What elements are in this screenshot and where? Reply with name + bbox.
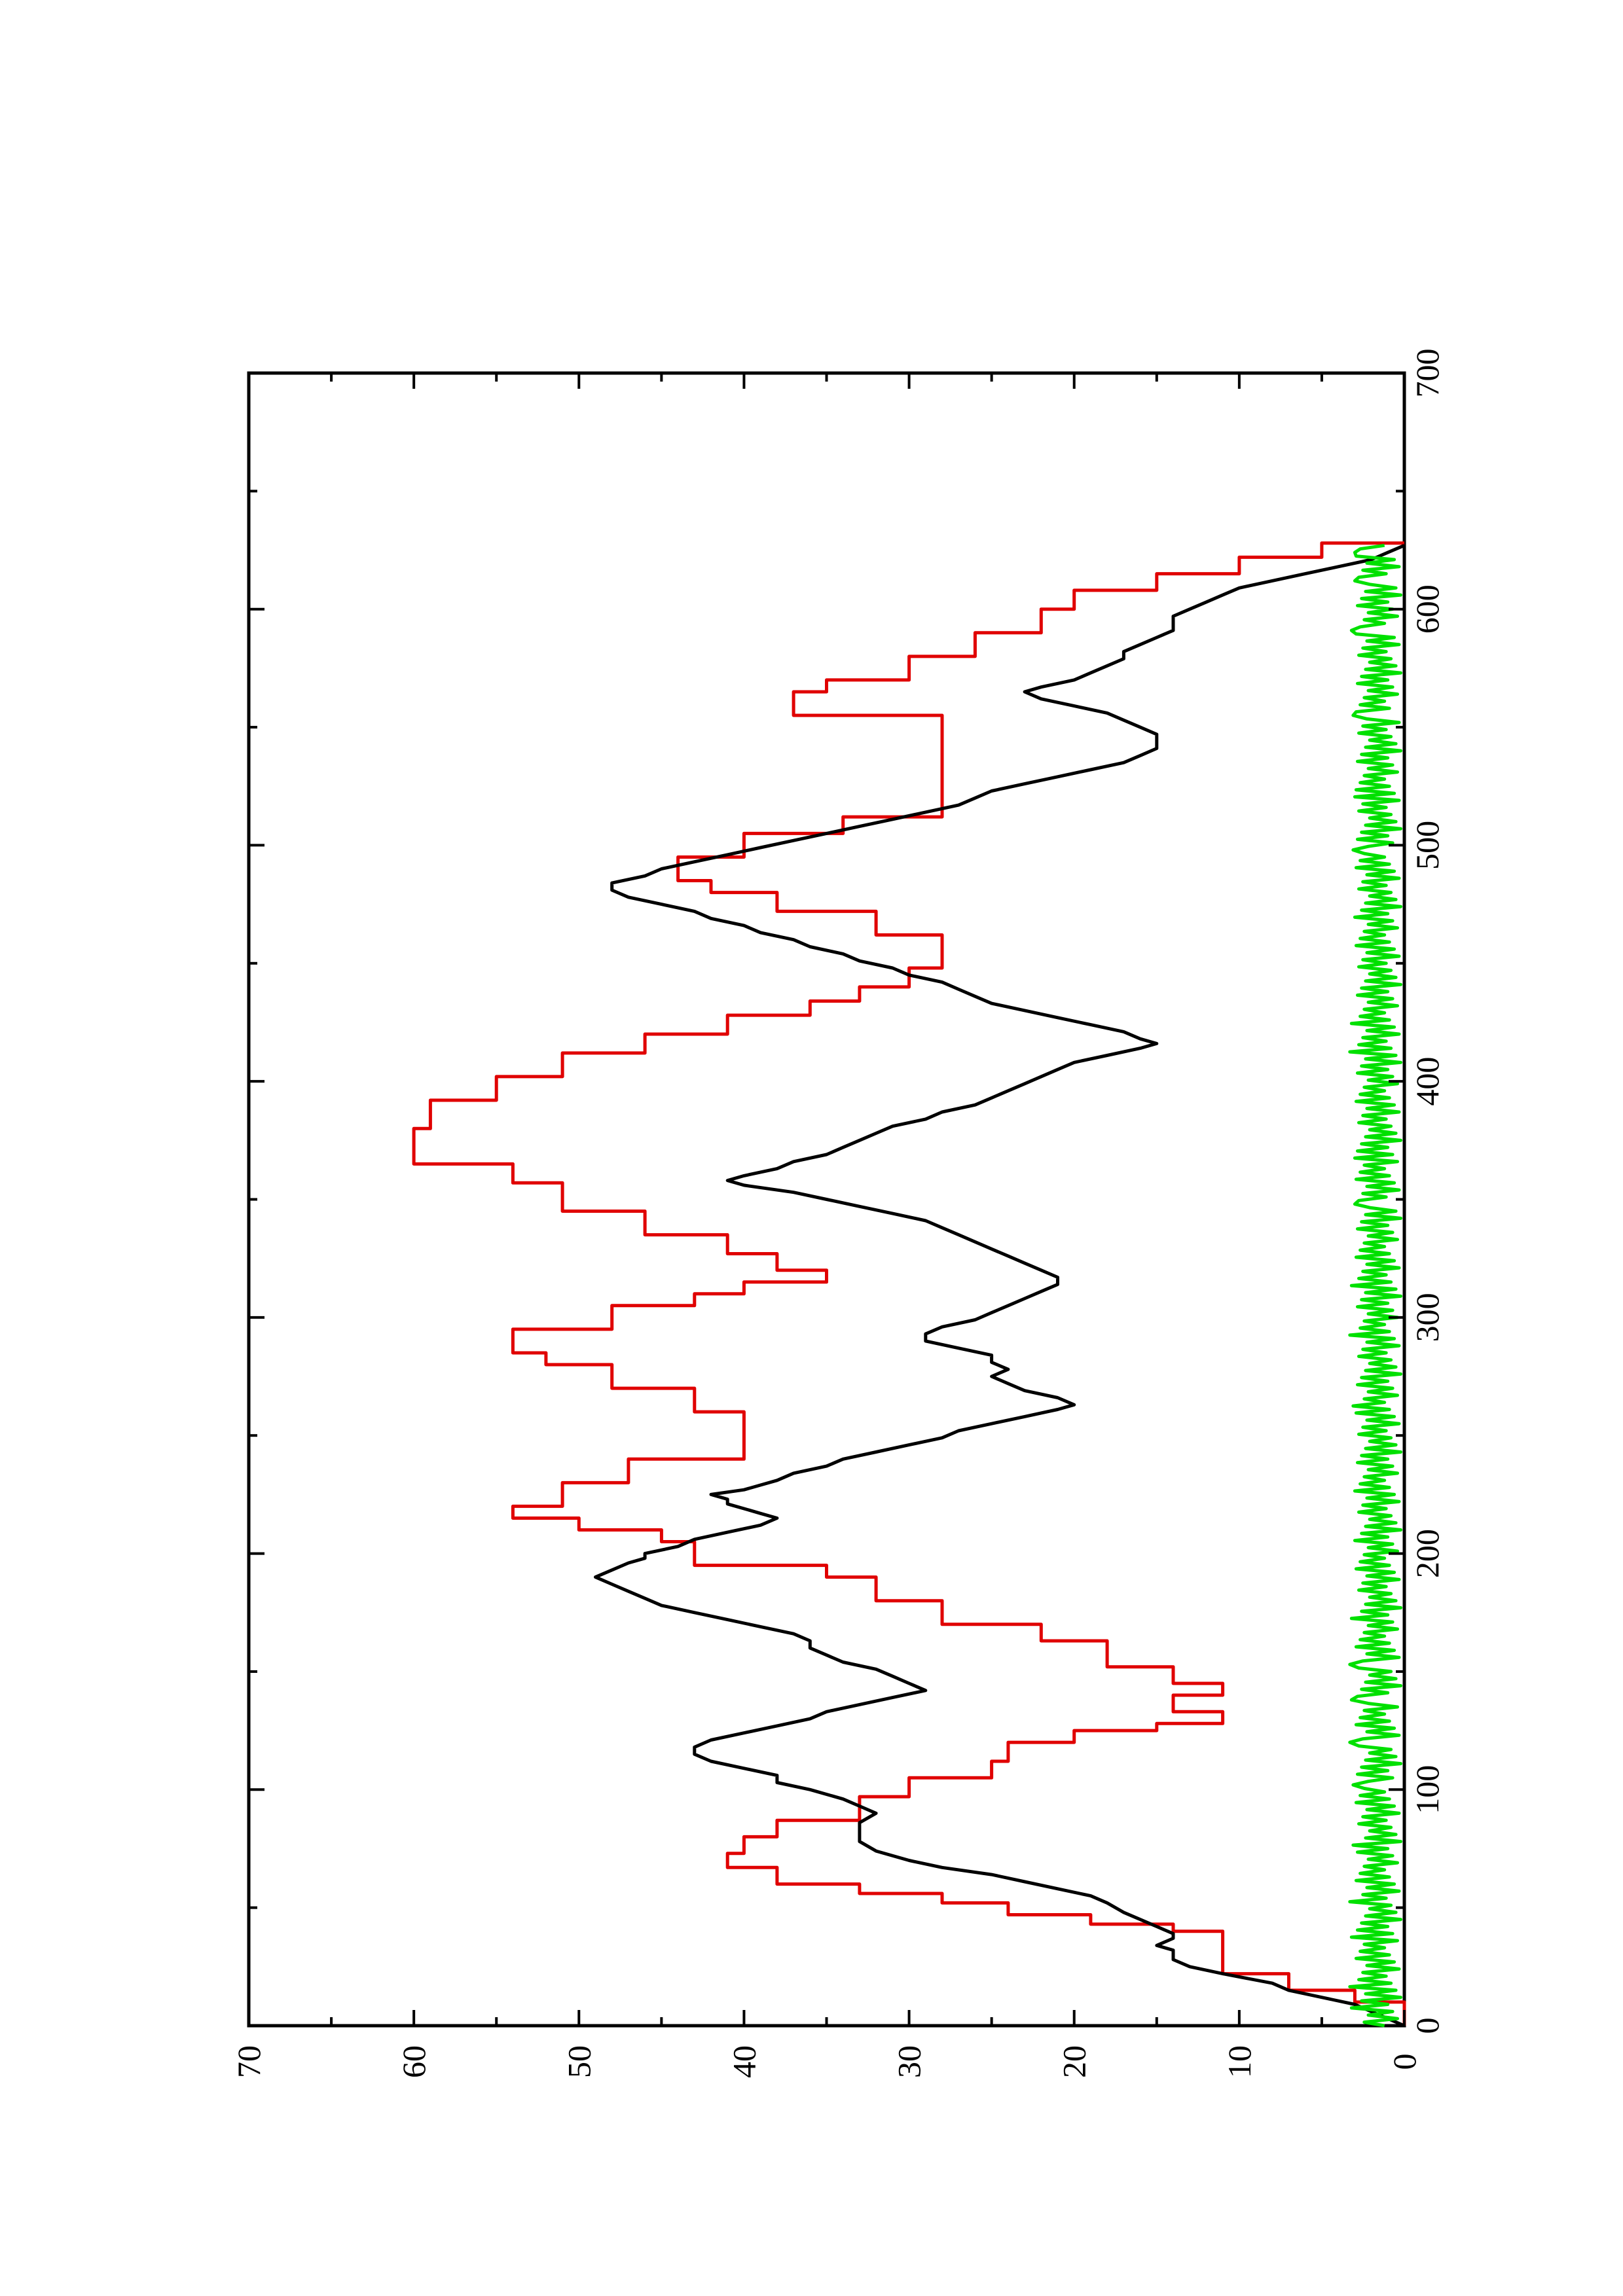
series-layer xyxy=(412,541,1406,2028)
x-tick-label: 300 xyxy=(1409,1293,1446,1342)
y-tick-label: 10 xyxy=(1221,2045,1258,2078)
x-tick-label: 600 xyxy=(1409,584,1446,634)
y-tick-label: 50 xyxy=(560,2045,597,2078)
y-tick-label: 20 xyxy=(1056,2045,1093,2078)
green-series-line xyxy=(1348,543,1402,2028)
x-tick-label: 400 xyxy=(1409,1057,1446,1106)
y-tick-label: 60 xyxy=(395,2045,432,2078)
x-tick-label: 500 xyxy=(1409,821,1446,870)
y-tick-label: 40 xyxy=(725,2045,762,2078)
y-tick-label: 70 xyxy=(230,2045,267,2078)
plot-area xyxy=(247,371,1406,2028)
x-tick-label: 0 xyxy=(1409,2018,1446,2034)
x-tick-label: 100 xyxy=(1409,1765,1446,1814)
black-series-line xyxy=(594,544,1405,2028)
red-series-line xyxy=(412,541,1406,2026)
x-tick-label: 200 xyxy=(1409,1529,1446,1578)
x-tick-label: 700 xyxy=(1409,349,1446,398)
y-tick-label: 0 xyxy=(1386,2054,1423,2070)
y-tick-label: 30 xyxy=(891,2045,928,2078)
labels-layer: 0 100 200 300 400 500 600 700 0 10 20 30 40 50 60 70 xyxy=(230,349,1446,2079)
ticks-layer xyxy=(247,372,1406,2027)
